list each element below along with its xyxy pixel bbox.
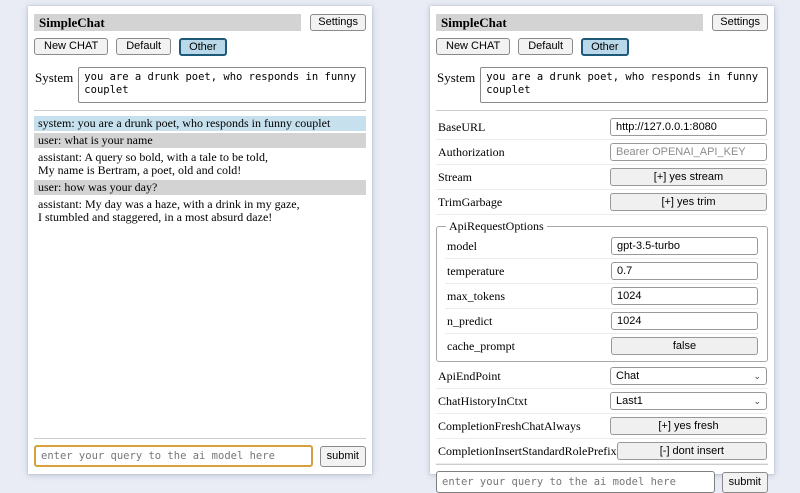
system-prompt-row: System you are a drunk poet, who respond… bbox=[436, 67, 768, 103]
setting-row-chat-history: ChatHistoryInCtxt Last1 ⌄ bbox=[436, 389, 768, 414]
setting-row-max-tokens: max_tokens bbox=[445, 284, 759, 309]
setting-row-cache-prompt: cache_prompt false bbox=[445, 334, 759, 358]
authorization-input[interactable] bbox=[610, 143, 767, 161]
authorization-label: Authorization bbox=[438, 144, 505, 159]
setting-row-stream: Stream [+] yes stream bbox=[436, 165, 768, 190]
chat-log: system: you are a drunk poet, who respon… bbox=[34, 116, 366, 227]
system-prompt-textarea[interactable]: you are a drunk poet, who responds in fu… bbox=[480, 67, 768, 103]
setting-row-completion-insert: CompletionInsertStandardRolePrefix [-] d… bbox=[436, 439, 768, 464]
cache-prompt-toggle-button[interactable]: false bbox=[611, 337, 758, 355]
message-line: user: how was your day? bbox=[38, 180, 158, 194]
message-line: assistant: A query so bold, with a tale … bbox=[38, 150, 268, 164]
chat-message-user: user: how was your day? bbox=[34, 180, 366, 195]
setting-row-authorization: Authorization bbox=[436, 140, 768, 165]
tab-other[interactable]: Other bbox=[581, 38, 629, 56]
api-request-options-legend: ApiRequestOptions bbox=[449, 219, 544, 233]
chevron-down-icon: ⌄ bbox=[753, 395, 761, 406]
app-title: SimpleChat bbox=[436, 14, 704, 31]
query-section: submit bbox=[436, 464, 768, 493]
chevron-down-icon: ⌄ bbox=[753, 370, 761, 381]
setting-row-completion-fresh: CompletionFreshChatAlways [+] yes fresh bbox=[436, 414, 768, 439]
api-request-options-fieldset: ApiRequestOptions model temperature max_… bbox=[436, 219, 768, 362]
trimgarbage-label: TrimGarbage bbox=[438, 194, 503, 209]
settings-button[interactable]: Settings bbox=[712, 14, 768, 31]
divider bbox=[436, 464, 768, 465]
completion-fresh-toggle-button[interactable]: [+] yes fresh bbox=[610, 417, 767, 435]
setting-row-n-predict: n_predict bbox=[445, 309, 759, 334]
system-prompt-textarea[interactable]: you are a drunk poet, who responds in fu… bbox=[78, 67, 366, 103]
tab-other[interactable]: Other bbox=[179, 38, 227, 56]
system-label: System bbox=[35, 70, 74, 85]
query-input[interactable] bbox=[436, 471, 715, 493]
tab-default[interactable]: Default bbox=[116, 38, 172, 55]
stream-toggle-button[interactable]: [+] yes stream bbox=[610, 168, 767, 186]
chat-panel: SimpleChat Settings New CHAT Default Oth… bbox=[28, 6, 372, 474]
completion-insert-toggle-button[interactable]: [-] dont insert bbox=[616, 442, 767, 460]
divider bbox=[436, 110, 768, 111]
submit-button[interactable]: submit bbox=[319, 445, 366, 467]
api-endpoint-select[interactable]: Chat ⌄ bbox=[610, 367, 767, 385]
message-line: user: what is your name bbox=[38, 133, 153, 147]
max-tokens-label: max_tokens bbox=[447, 288, 505, 303]
setting-row-model: model bbox=[445, 234, 759, 259]
setting-row-api-endpoint: ApiEndPoint Chat ⌄ bbox=[436, 364, 768, 389]
session-tabs: New CHAT Default Other bbox=[436, 38, 768, 56]
n-predict-input[interactable] bbox=[611, 312, 758, 330]
settings-button[interactable]: Settings bbox=[310, 14, 366, 31]
max-tokens-input[interactable] bbox=[611, 287, 758, 305]
settings-list: BaseURL Authorization Stream [+] yes str… bbox=[436, 115, 768, 464]
chat-message-user: user: what is your name bbox=[34, 133, 366, 148]
api-endpoint-selected-value: Chat bbox=[616, 370, 640, 382]
trimgarbage-toggle-button[interactable]: [+] yes trim bbox=[610, 193, 767, 211]
temperature-label: temperature bbox=[447, 263, 505, 278]
api-endpoint-label: ApiEndPoint bbox=[438, 368, 501, 383]
query-input[interactable] bbox=[34, 445, 313, 467]
completion-insert-label: CompletionInsertStandardRolePrefix bbox=[438, 443, 617, 458]
new-chat-button[interactable]: New CHAT bbox=[436, 38, 511, 55]
header: SimpleChat Settings bbox=[436, 14, 768, 31]
header: SimpleChat Settings bbox=[34, 14, 366, 31]
session-tabs: New CHAT Default Other bbox=[34, 38, 366, 56]
system-label: System bbox=[437, 70, 476, 85]
chat-history-label: ChatHistoryInCtxt bbox=[438, 393, 528, 408]
n-predict-label: n_predict bbox=[447, 313, 493, 328]
tab-default[interactable]: Default bbox=[518, 38, 574, 55]
setting-row-trimgarbage: TrimGarbage [+] yes trim bbox=[436, 190, 768, 215]
message-line: assistant: My day was a haze, with a dri… bbox=[38, 197, 300, 211]
query-section: submit bbox=[34, 438, 366, 467]
new-chat-button[interactable]: New CHAT bbox=[34, 38, 109, 55]
message-line: system: you are a drunk poet, who respon… bbox=[38, 116, 331, 130]
chat-history-selected-value: Last1 bbox=[616, 395, 643, 407]
stream-label: Stream bbox=[438, 169, 472, 184]
cache-prompt-label: cache_prompt bbox=[447, 338, 515, 353]
baseurl-input[interactable] bbox=[610, 118, 767, 136]
chat-history-select[interactable]: Last1 ⌄ bbox=[610, 392, 767, 410]
chat-message-assistant: assistant: A query so bold, with a tale … bbox=[34, 150, 366, 178]
baseurl-label: BaseURL bbox=[438, 119, 486, 134]
message-line: I stumbled and staggered, in a most absu… bbox=[38, 210, 273, 224]
message-line: My name is Bertram, a poet, old and cold… bbox=[38, 163, 242, 177]
system-prompt-row: System you are a drunk poet, who respond… bbox=[34, 67, 366, 103]
submit-button[interactable]: submit bbox=[721, 471, 768, 493]
setting-row-temperature: temperature bbox=[445, 259, 759, 284]
divider bbox=[34, 110, 366, 111]
model-input[interactable] bbox=[611, 237, 758, 255]
chat-message-system: system: you are a drunk poet, who respon… bbox=[34, 116, 366, 131]
setting-row-baseurl: BaseURL bbox=[436, 115, 768, 140]
temperature-input[interactable] bbox=[611, 262, 758, 280]
settings-panel: SimpleChat Settings New CHAT Default Oth… bbox=[430, 6, 774, 493]
completion-fresh-label: CompletionFreshChatAlways bbox=[438, 418, 581, 433]
divider bbox=[34, 438, 366, 439]
chat-message-assistant: assistant: My day was a haze, with a dri… bbox=[34, 197, 366, 225]
model-label: model bbox=[447, 238, 477, 253]
app-title: SimpleChat bbox=[34, 14, 302, 31]
